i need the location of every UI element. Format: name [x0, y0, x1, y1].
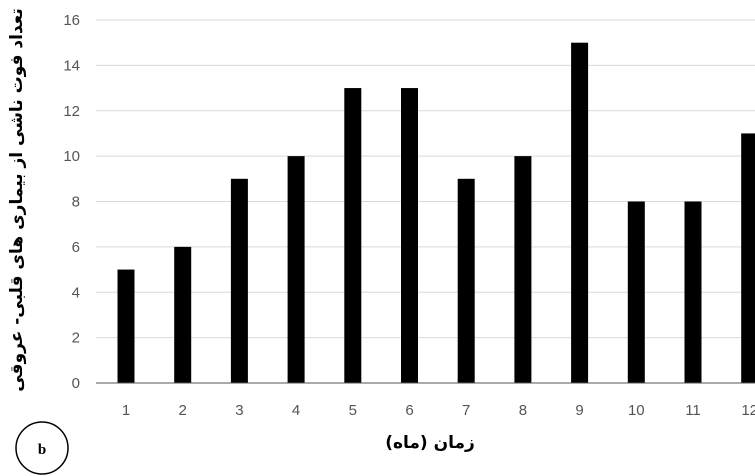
- panel-label: b: [38, 442, 46, 458]
- y-tick-label: 4: [72, 284, 80, 301]
- y-axis-title: تعداد فوت ناشی از بیماری های قلبی- عروقی: [7, 8, 27, 392]
- x-tick-label: 6: [405, 402, 413, 419]
- x-tick-label: 9: [575, 402, 583, 419]
- x-tick-label: 10: [628, 402, 645, 419]
- x-tick-label: 5: [349, 402, 357, 419]
- bar: [514, 156, 532, 383]
- y-tick-label: 10: [63, 148, 80, 165]
- x-tick-label: 7: [462, 402, 470, 419]
- x-tick-label: 8: [519, 402, 527, 419]
- bars: [117, 42, 755, 383]
- x-axis-title: زمان (ماه): [385, 433, 475, 453]
- y-tick-label: 12: [63, 103, 80, 120]
- x-tick-label: 4: [292, 402, 300, 419]
- bar: [627, 201, 645, 383]
- x-tick-label: 3: [235, 402, 243, 419]
- y-tick-label: 2: [72, 330, 80, 347]
- x-tick-label: 12: [741, 402, 755, 419]
- bar: [117, 269, 135, 383]
- y-tick-label: 6: [72, 239, 80, 256]
- x-tick-label: 1: [122, 402, 130, 419]
- bar: [571, 42, 589, 383]
- bar: [401, 88, 418, 383]
- y-tick-label: 8: [72, 194, 80, 211]
- bar: [287, 156, 305, 383]
- panel-label-circle: [15, 421, 69, 475]
- y-tick-label: 14: [63, 57, 80, 74]
- bar: [344, 88, 362, 383]
- bar: [741, 133, 755, 383]
- x-tick-labels: 1 2 3 4 5 6 7 8 9 10 11 12: [122, 402, 755, 419]
- bar: [230, 178, 248, 383]
- panel-label-badge: b: [15, 421, 69, 475]
- y-tick-labels: 0 2 4 6 8 10 12 14 16: [63, 12, 80, 392]
- gridlines: [96, 19, 755, 339]
- y-tick-label: 0: [72, 375, 80, 392]
- x-tick-label: 2: [179, 402, 187, 419]
- bar: [457, 178, 475, 383]
- x-tick-label: 11: [685, 402, 701, 419]
- bar: [684, 201, 702, 383]
- bar: [174, 246, 192, 383]
- y-tick-label: 16: [63, 12, 80, 29]
